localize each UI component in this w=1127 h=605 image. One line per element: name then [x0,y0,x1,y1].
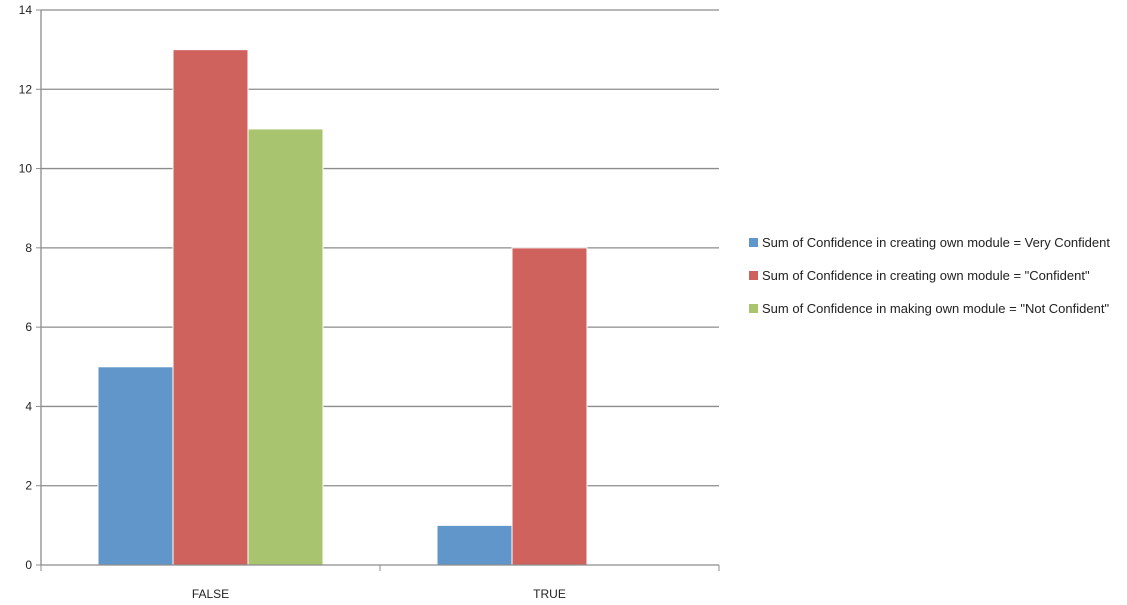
bar-false-series-1 [97,366,174,566]
legend-label: Sum of Confidence in creating own module… [762,235,1110,250]
x-tick-label: FALSE [192,587,229,601]
legend-swatch [749,238,758,247]
y-tick-label: 12 [19,82,33,96]
bar-false-series-2 [172,49,249,566]
bar-true-series-2 [511,247,588,566]
legend-label: Sum of Confidence in creating own module… [762,268,1090,283]
tick-labels: 0 2 4 6 8 10 12 14 FALSE TRUE [19,3,566,601]
bars [97,49,588,566]
axes [36,9,720,571]
y-tick-label: 6 [25,320,32,334]
bar-true-series-1 [436,524,513,566]
legend-item: Sum of Confidence in creating own module… [749,233,1119,252]
legend-swatch [749,304,758,313]
legend-swatch [749,271,758,280]
y-tick-label: 10 [19,162,33,176]
y-tick-label: 8 [25,241,32,255]
x-tick-label: TRUE [533,587,566,601]
y-tick-label: 2 [25,479,32,493]
y-tick-label: 0 [25,558,32,572]
legend-item: Sum of Confidence in making own module =… [749,299,1119,318]
legend-label: Sum of Confidence in making own module =… [762,301,1110,316]
y-tick-label: 4 [25,399,32,413]
y-tick-label: 14 [19,3,33,17]
chart-legend: Sum of Confidence in creating own module… [749,233,1119,332]
bar-false-series-3 [247,128,324,566]
legend-item: Sum of Confidence in creating own module… [749,266,1119,285]
